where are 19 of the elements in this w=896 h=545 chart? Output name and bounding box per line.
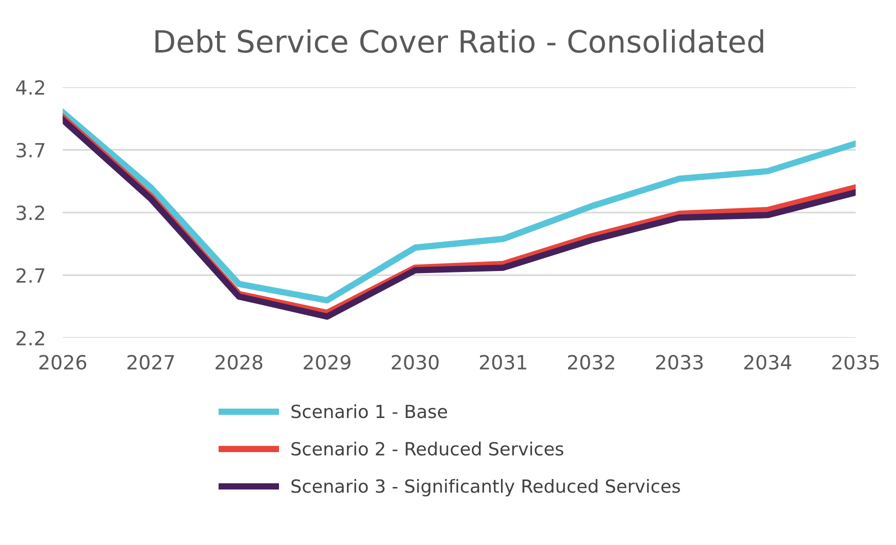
chart-title: Debt Service Cover Ratio - Consolidated [155, 29, 764, 53]
y-tick-label: 2.2 [16, 330, 44, 346]
legend-label: Scenario 1 - Base [292, 404, 448, 418]
x-tick-label: 2029 [304, 354, 350, 370]
x-tick-label: 2034 [744, 354, 792, 370]
y-tick-label: 3.7 [16, 142, 44, 158]
x-tick-label: 2028 [216, 354, 262, 370]
x-tick-label: 2032 [568, 354, 614, 370]
x-tick-label: 2027 [128, 354, 174, 370]
x-tick-label: 2033 [656, 354, 703, 370]
legend-label: Scenario 3 - Significantly Reduced Services [292, 478, 680, 496]
x-tick-label: 2031 [480, 354, 526, 370]
y-tick-label: 4.2 [16, 80, 44, 95]
y-tick-label: 3.2 [16, 206, 44, 220]
x-tick-label: 2030 [392, 354, 439, 370]
legend-label: Scenario 2 - Reduced Services [292, 442, 564, 456]
y-tick-label: 2.7 [16, 268, 44, 283]
x-tick-label: 2026 [39, 354, 86, 370]
x-tick-label: 2035 [832, 354, 879, 370]
